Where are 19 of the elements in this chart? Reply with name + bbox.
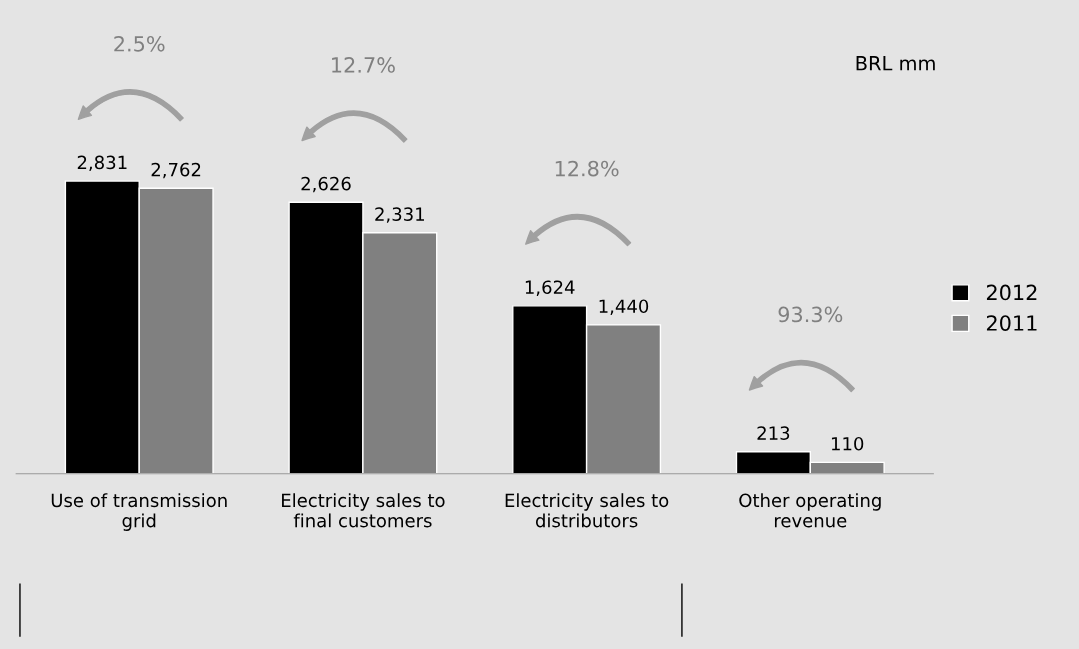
data-label: 2,831	[77, 155, 127, 172]
data-label: 2,762	[151, 162, 201, 179]
text: 12.8%	[555, 160, 619, 177]
annotation: 93.3%	[778, 306, 843, 323]
data-label: 2,331	[375, 207, 424, 223]
data-label: 2,626	[301, 176, 351, 193]
legend-label: 2011	[986, 315, 1037, 331]
text: BRL mm	[856, 56, 935, 71]
data-label: 110	[831, 436, 864, 451]
data-label: 213	[757, 426, 790, 440]
x-tick-label: Other operating revenue	[739, 493, 881, 528]
x-tick-label: Electricity sales to distributors	[505, 493, 669, 528]
data-label: 1,440	[599, 299, 649, 315]
text: 2.5%	[114, 35, 165, 52]
legend-label: 2012	[986, 284, 1037, 301]
data-label: 1,624	[525, 280, 575, 296]
text: 12.7%	[332, 57, 395, 73]
x-tick-label: Electricity sales to final customers	[282, 493, 445, 528]
x-tick-label: Use of transmission grid	[51, 493, 227, 531]
